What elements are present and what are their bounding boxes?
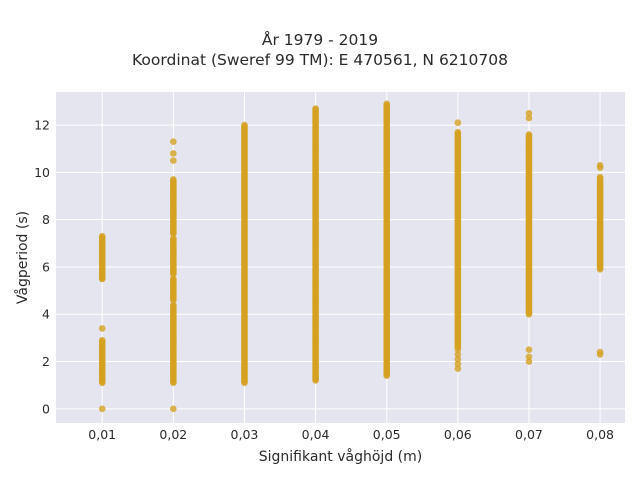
y-tick-label: 4	[42, 307, 50, 322]
y-tick-label: 10	[34, 165, 50, 180]
x-tick-label: 0,05	[373, 427, 401, 442]
data-point	[170, 157, 177, 164]
data-point	[525, 353, 533, 361]
data-point	[170, 275, 177, 283]
y-axis-title: Vågperiod (s)	[14, 211, 31, 304]
data-point	[170, 301, 177, 309]
x-tick-label: 0,04	[302, 427, 330, 442]
data-point	[170, 150, 177, 157]
data-point	[525, 131, 533, 138]
data-point	[98, 251, 106, 259]
data-point	[98, 247, 106, 254]
data-point	[170, 176, 177, 183]
data-points-layer	[98, 100, 604, 413]
data-point	[454, 365, 462, 372]
chart-title-line-2: Koordinat (Sweref 99 TM): E 470561, N 62…	[132, 51, 508, 69]
y-tick-label: 8	[42, 212, 50, 227]
data-point	[454, 128, 462, 136]
y-tick-label: 2	[42, 354, 50, 369]
data-point	[596, 348, 604, 356]
x-tick-label: 0,02	[159, 427, 187, 442]
data-point	[98, 275, 106, 283]
x-tick-label: 0,01	[88, 427, 116, 442]
data-point	[241, 121, 248, 129]
data-point	[98, 336, 106, 344]
data-point	[98, 325, 106, 332]
x-tick-label: 0,03	[231, 427, 259, 442]
data-point	[525, 114, 533, 122]
chart-title-line-1: År 1979 - 2019	[261, 31, 379, 49]
chart-title: År 1979 - 2019 Koordinat (Sweref 99 TM):…	[0, 30, 640, 70]
data-point	[98, 240, 106, 247]
y-tick-label: 0	[42, 401, 50, 416]
y-tick-label: 6	[42, 259, 50, 274]
data-point	[596, 161, 604, 169]
data-point	[525, 358, 533, 365]
data-point	[98, 270, 106, 278]
data-point	[596, 173, 604, 181]
data-point	[98, 235, 106, 242]
data-point	[454, 346, 462, 354]
x-tick-label: 0,07	[515, 427, 543, 442]
x-tick-label: 0,06	[444, 427, 472, 442]
plot-background	[56, 92, 625, 423]
data-point	[170, 235, 177, 242]
data-point	[454, 360, 462, 368]
data-point	[454, 119, 462, 127]
data-point	[170, 405, 177, 413]
data-point	[454, 355, 462, 363]
tick-labels-layer: 0 2 4 6 8 10 12 0,01 0,02 0,03 0,04 0,05 0,06 0,07 0,0…	[34, 118, 614, 442]
y-tick-label: 12	[34, 118, 50, 133]
data-point	[525, 346, 533, 354]
data-point	[383, 100, 391, 108]
data-point	[454, 351, 462, 358]
data-point	[525, 109, 533, 117]
data-point	[98, 405, 106, 413]
data-point	[170, 138, 177, 145]
data-point	[312, 105, 319, 112]
x-tick-label: 0,08	[586, 427, 614, 442]
data-point	[98, 258, 106, 266]
x-axis-title: Signifikant våghöjd (m)	[259, 448, 422, 465]
